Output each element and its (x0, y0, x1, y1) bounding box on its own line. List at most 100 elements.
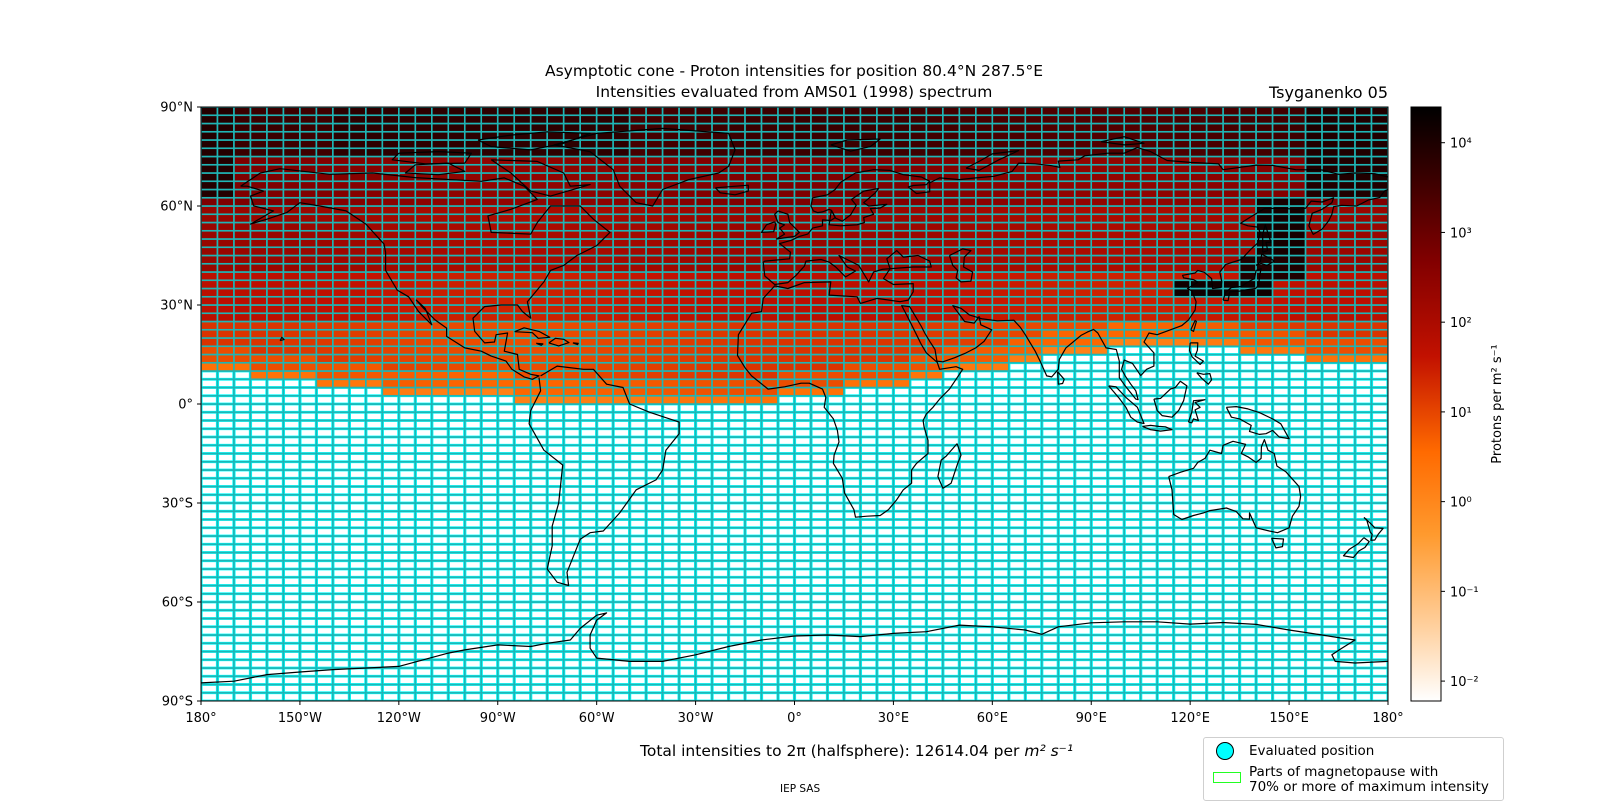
heatmap-cell (661, 295, 680, 306)
heatmap-cell (233, 163, 252, 174)
heatmap-cell-inner (252, 694, 266, 700)
heatmap-cell (612, 229, 631, 240)
heatmap-cell-inner (664, 685, 678, 692)
heatmap-cell-inner (416, 685, 431, 692)
heatmap-cell (431, 238, 450, 249)
heatmap-cell-inner (730, 413, 744, 420)
heatmap-cell-inner (219, 685, 233, 692)
heatmap-cell-inner (647, 586, 662, 593)
heatmap-cell-inner (548, 636, 563, 642)
heatmap-cell-inner (416, 644, 431, 651)
heatmap-cell (711, 304, 730, 315)
heatmap-cell-inner (746, 578, 760, 585)
heatmap-cell-inner (202, 512, 216, 519)
heatmap-cell (628, 271, 647, 282)
heatmap-cell-inner (416, 553, 431, 560)
heatmap-cell (398, 238, 417, 249)
heatmap-cell-inner (845, 636, 859, 642)
heatmap-cell-inner (499, 430, 513, 436)
heatmap-cell (678, 229, 697, 240)
heatmap-cell (909, 122, 928, 133)
heatmap-cell (711, 262, 730, 273)
heatmap-cell (678, 353, 697, 364)
heatmap-cell-inner (268, 644, 282, 651)
heatmap-cell-inner (862, 694, 876, 700)
heatmap-cell-inner (433, 430, 447, 436)
heatmap-cell-inner (746, 669, 760, 675)
heatmap-cell (793, 180, 812, 191)
heatmap-cell-inner (301, 586, 315, 593)
heatmap-cell (282, 172, 301, 183)
heatmap-cell-inner (202, 413, 216, 420)
heatmap-cell-inner (219, 586, 233, 593)
heatmap-cell (628, 107, 647, 117)
heatmap-cell-inner (482, 578, 497, 585)
heatmap-cell-inner (350, 661, 365, 667)
heatmap-cell (892, 130, 911, 141)
heatmap-cell-inner (515, 661, 530, 667)
heatmap-cell (645, 262, 664, 273)
heatmap-cell-inner (895, 677, 909, 684)
heatmap-cell-inner (285, 504, 299, 510)
heatmap-cell (365, 114, 384, 125)
heatmap-cell (892, 122, 911, 133)
heatmap-cell-inner (219, 372, 233, 378)
heatmap-cell (661, 163, 680, 174)
heatmap-cell-inner (845, 545, 859, 552)
heatmap-cell-inner (680, 520, 694, 527)
heatmap-cell-inner (449, 669, 464, 675)
heatmap-cell-inner (285, 454, 299, 461)
heatmap-cell-inner (746, 537, 760, 543)
heatmap-cell (447, 107, 466, 117)
heatmap-cell-inner (383, 677, 398, 684)
heatmap-cell (661, 155, 680, 166)
heatmap-cell-inner (285, 545, 299, 552)
heatmap-cell (447, 262, 466, 273)
heatmap-cell-inner (499, 603, 513, 609)
heatmap-cell-inner (829, 504, 843, 510)
heatmap-cell (414, 279, 433, 290)
heatmap-cell-inner (763, 421, 777, 428)
heatmap-cell (826, 246, 845, 257)
heatmap-cell (348, 312, 367, 323)
heatmap-cell-inner (746, 562, 760, 568)
heatmap-cell-inner (697, 471, 711, 477)
heatmap-cell (612, 221, 631, 232)
heatmap-cell (826, 238, 845, 249)
heatmap-cell (909, 238, 928, 249)
heatmap-cell-inner (862, 520, 876, 527)
heatmap-cell-inner (449, 595, 464, 601)
heatmap-cell (496, 254, 516, 265)
heatmap-cell-inner (548, 694, 563, 700)
heatmap-cell-inner (829, 553, 843, 560)
heatmap-cell-inner (350, 562, 365, 568)
heatmap-cell-inner (614, 644, 629, 651)
heatmap-cell-inner (318, 421, 332, 428)
heatmap-cell (892, 114, 911, 125)
heatmap-cell (480, 122, 499, 133)
heatmap-cell-inner (350, 611, 365, 618)
heatmap-cell (694, 205, 713, 216)
heatmap-cell-inner (219, 644, 233, 651)
heatmap-cell (249, 262, 268, 273)
heatmap-cell-inner (532, 553, 546, 560)
heatmap-cell (810, 378, 829, 389)
heatmap-cell-inner (383, 694, 398, 700)
heatmap-cell-inner (416, 570, 431, 576)
heatmap-cell-inner (647, 578, 662, 585)
heatmap-cell-inner (862, 529, 876, 535)
heatmap-cell-inner (598, 413, 612, 420)
heatmap-cell (810, 139, 829, 150)
heatmap-cell (496, 370, 516, 381)
heatmap-cell (282, 328, 301, 339)
heatmap-cell-inner (400, 430, 414, 436)
heatmap-cell-inner (845, 553, 859, 560)
heatmap-cell (892, 271, 911, 282)
heatmap-cell-inner (763, 595, 777, 601)
heatmap-cell-inner (449, 677, 464, 684)
heatmap-cell-inner (664, 611, 678, 618)
heatmap-cell (859, 345, 878, 356)
heatmap-cell (216, 221, 235, 232)
heatmap-cell (909, 130, 928, 141)
heatmap-cell-inner (235, 479, 249, 486)
